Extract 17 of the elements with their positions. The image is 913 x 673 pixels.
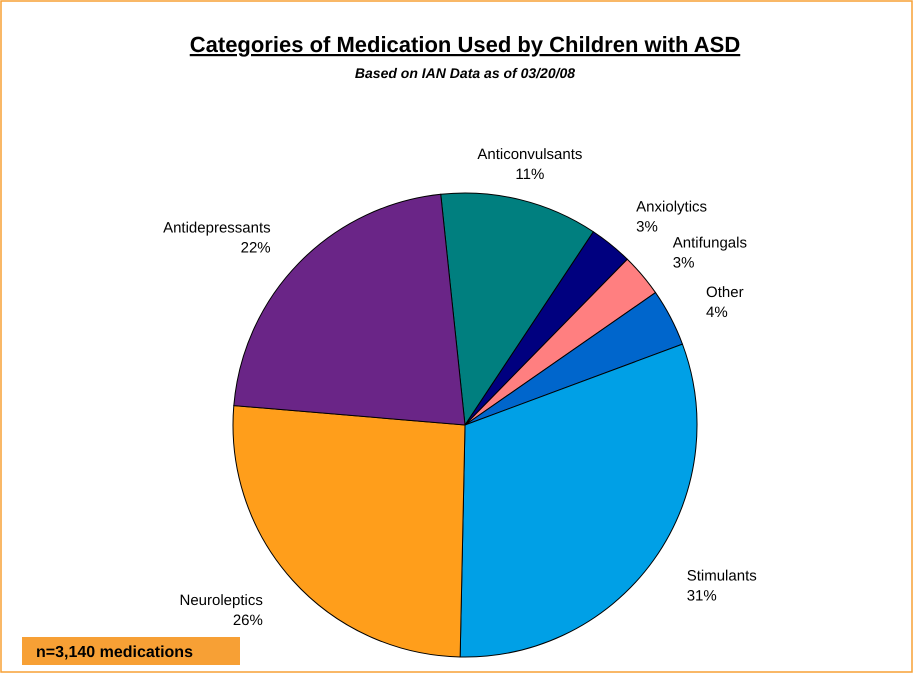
slice-label: Stimulants: [686, 568, 757, 585]
chart-title: Categories of Medication Used by Children with ASD: [190, 32, 740, 57]
data-label: 3%: [636, 218, 658, 236]
data-label: 3%: [672, 254, 694, 272]
slice-label: Other: [706, 284, 744, 301]
data-label: 11%: [515, 166, 544, 183]
chart-subtitle: Based on IAN Data as of 03/20/08: [354, 65, 576, 81]
data-label: 22%: [240, 240, 271, 257]
data-label: 4%: [706, 304, 728, 321]
text: n=3,140 medications: [36, 644, 194, 661]
slice-label: Antifungals: [672, 234, 747, 252]
data-label: 26%: [232, 612, 263, 630]
slice-label: Anticonvulsants: [477, 146, 582, 163]
slice-label: Neuroleptics: [179, 592, 263, 610]
slice-label: Antidepressants: [163, 220, 271, 237]
data-label: 31%: [686, 588, 717, 605]
slice-label: Anxiolytics: [636, 198, 708, 216]
